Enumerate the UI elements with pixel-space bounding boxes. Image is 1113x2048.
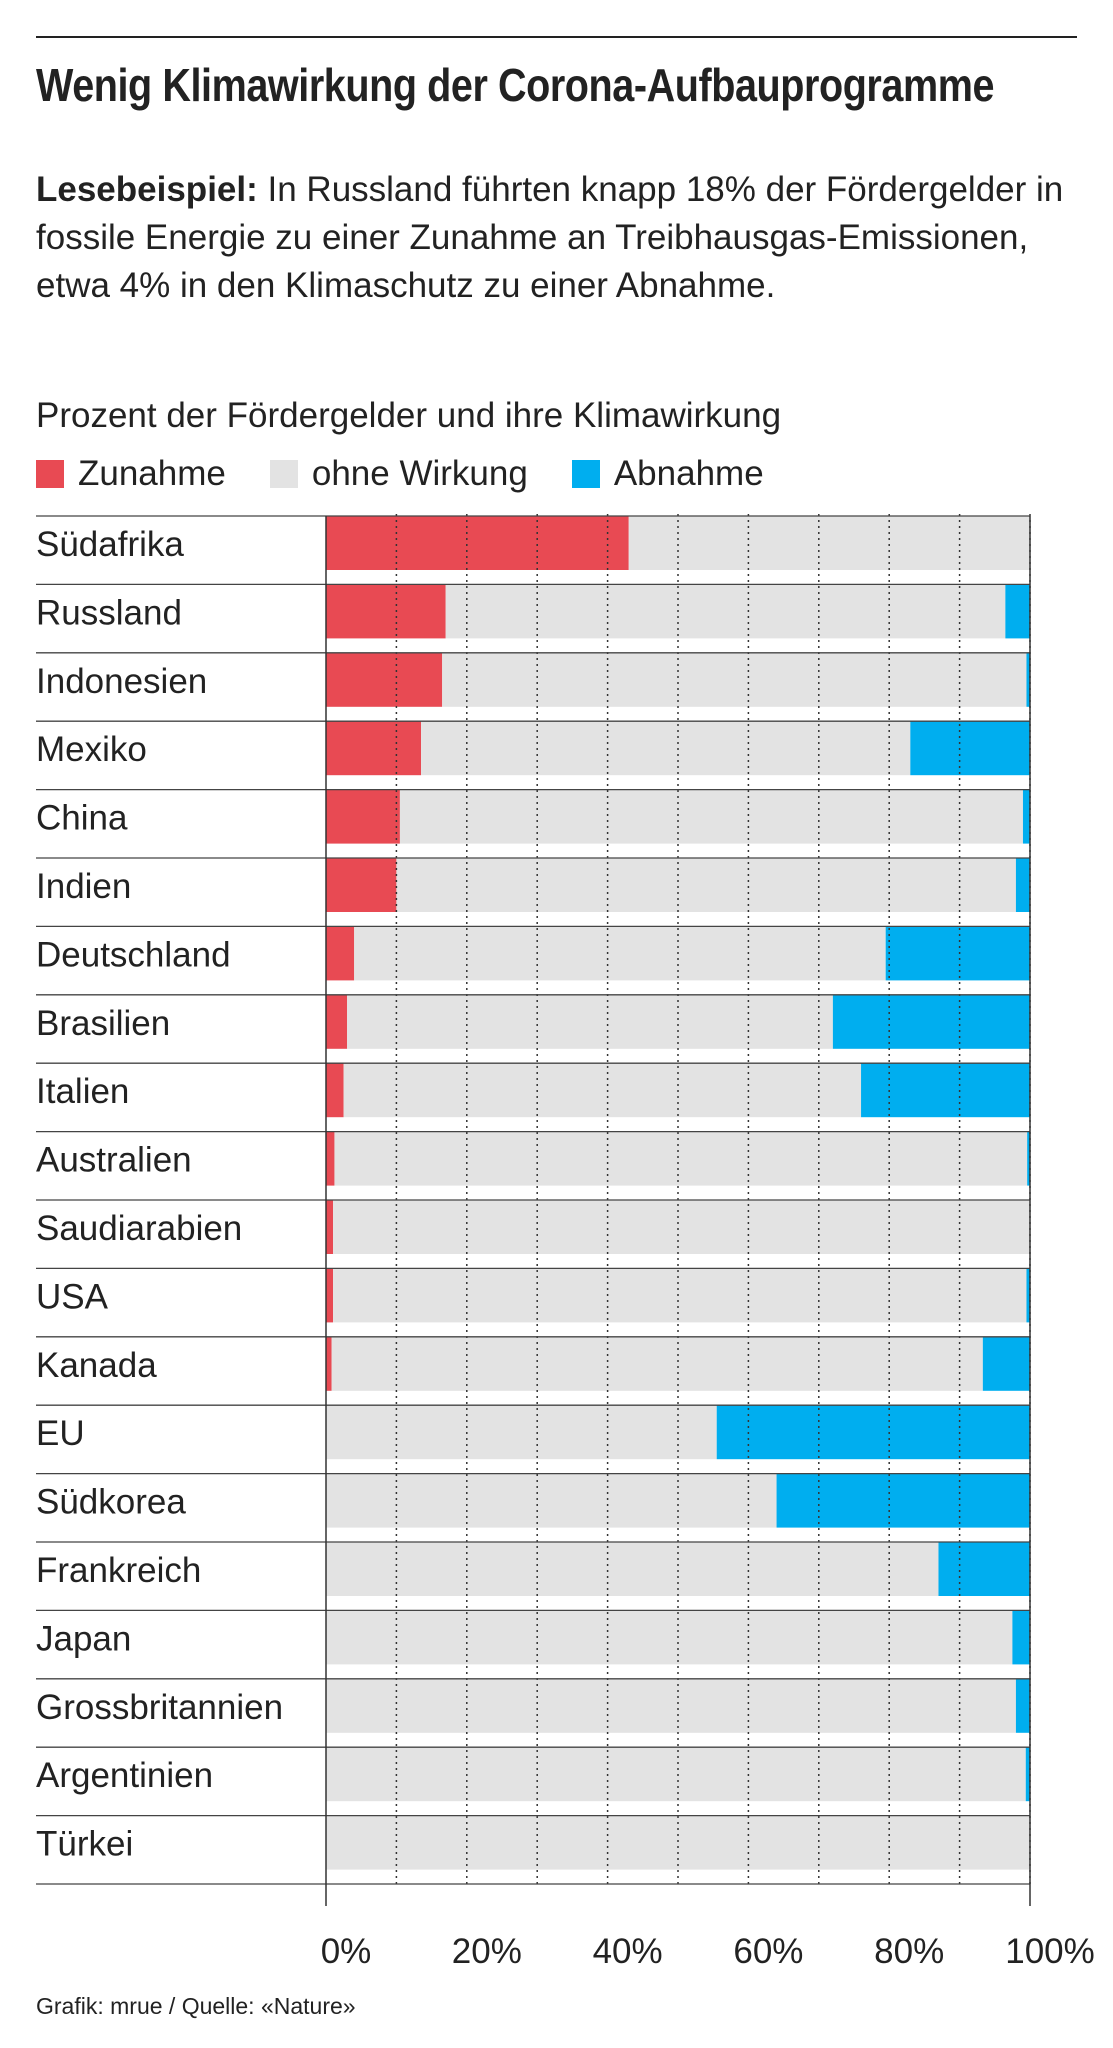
category-label-tuerkei: Türkei: [36, 1825, 133, 1864]
bar-australien-zunahme: [326, 1131, 335, 1186]
legend-label-ohne-wirkung: ohne Wirkung: [311, 454, 528, 493]
bar-deutschland-ohne-wirkung: [354, 926, 886, 981]
x-tick-label-0: 0%: [321, 1932, 372, 1971]
bar-mexiko-abnahme: [910, 721, 1030, 776]
bar-usa-abnahme: [1026, 1268, 1030, 1323]
category-label-grossbritannien: Grossbritannien: [36, 1688, 283, 1727]
bar-indonesien-zunahme: [326, 652, 443, 707]
bar-kanada-zunahme: [326, 1336, 332, 1391]
category-label-indonesien: Indonesien: [36, 662, 207, 701]
bar-japan-abnahme: [1012, 1610, 1030, 1665]
bar-suedkorea-ohne-wirkung: [326, 1473, 777, 1528]
bar-russland-abnahme: [1005, 584, 1030, 639]
reading-example: Lesebeispiel: In Russland führten knapp …: [36, 166, 1077, 310]
bar-indien-zunahme: [326, 858, 397, 912]
category-label-frankreich: Frankreich: [36, 1551, 201, 1590]
legend-swatch-zunahme: [36, 460, 64, 488]
x-tick-label-80: 80%: [874, 1932, 944, 1971]
category-label-japan: Japan: [36, 1619, 131, 1658]
bar-deutschland-zunahme: [326, 926, 355, 981]
category-label-brasilien: Brasilien: [36, 1004, 170, 1043]
bar-italien-abnahme: [861, 1063, 1030, 1118]
category-label-australien: Australien: [36, 1141, 192, 1180]
bar-russland-ohne-wirkung: [445, 584, 1006, 639]
source-credit: Grafik: mrue / Quelle: «Nature»: [36, 1993, 356, 2019]
category-label-argentinien: Argentinien: [36, 1756, 213, 1795]
bar-argentinien-abnahme: [1025, 1747, 1030, 1802]
bar-indonesien-ohne-wirkung: [442, 652, 1027, 707]
bar-tuerkei-ohne-wirkung: [326, 1815, 1030, 1870]
bar-indonesien-abnahme: [1026, 652, 1030, 707]
legend-swatch-ohne-wirkung: [269, 460, 298, 488]
bar-argentinien-ohne-wirkung: [326, 1747, 1026, 1802]
bar-brasilien-zunahme: [326, 994, 348, 1049]
bar-japan-ohne-wirkung: [326, 1610, 1013, 1665]
bar-mexiko-ohne-wirkung: [421, 721, 911, 776]
bar-deutschland-abnahme: [885, 926, 1030, 981]
category-label-mexiko: Mexiko: [36, 730, 147, 769]
category-label-kanada: Kanada: [36, 1346, 157, 1385]
bar-suedafrika-ohne-wirkung: [628, 516, 1030, 570]
reading-example-text: In Russland führten knapp 18% der Förder…: [36, 170, 1064, 305]
bar-indien-abnahme: [1015, 858, 1030, 912]
bar-mexiko-zunahme: [326, 721, 422, 776]
bar-eu-abnahme: [716, 1405, 1030, 1460]
bar-frankreich-ohne-wirkung: [326, 1542, 939, 1596]
bar-saudiarabien-ohne-wirkung: [333, 1200, 1030, 1254]
bar-indien-ohne-wirkung: [396, 858, 1016, 912]
x-tick-label-60: 60%: [733, 1932, 803, 1971]
bar-italien-zunahme: [326, 1063, 344, 1118]
category-label-eu: EU: [36, 1414, 85, 1453]
category-label-italien: Italien: [36, 1072, 129, 1111]
category-label-usa: USA: [36, 1277, 109, 1316]
chart-title: Wenig Klimawirkung der Corona-Aufbauprog…: [36, 59, 995, 111]
category-label-russland: Russland: [36, 593, 182, 632]
bar-eu-ohne-wirkung: [326, 1405, 717, 1460]
bar-china-abnahme: [1022, 789, 1030, 844]
bar-kanada-ohne-wirkung: [331, 1336, 983, 1391]
chart-subtitle: Prozent der Fördergelder und ihre Klimaw…: [36, 396, 782, 435]
bar-frankreich-abnahme: [938, 1542, 1030, 1596]
x-tick-label-20: 20%: [452, 1932, 522, 1971]
bar-usa-zunahme: [326, 1268, 334, 1323]
bar-italien-ohne-wirkung: [343, 1063, 862, 1118]
bar-grossbritannien-abnahme: [1015, 1678, 1030, 1733]
bar-suedkorea-abnahme: [776, 1473, 1030, 1528]
bar-australien-ohne-wirkung: [334, 1131, 1028, 1186]
bar-saudiarabien-zunahme: [326, 1200, 334, 1254]
bar-brasilien-ohne-wirkung: [347, 994, 833, 1049]
category-label-suedafrika: Südafrika: [36, 525, 184, 564]
legend: Zunahme ohne Wirkung Abnahme: [36, 452, 808, 496]
x-tick-label-100: 100%: [1005, 1932, 1095, 1971]
bar-russland-zunahme: [326, 584, 446, 639]
legend-label-zunahme: Zunahme: [78, 454, 226, 493]
category-label-indien: Indien: [36, 867, 131, 906]
bar-china-ohne-wirkung: [399, 789, 1023, 844]
bar-grossbritannien-ohne-wirkung: [326, 1678, 1016, 1733]
category-label-china: China: [36, 799, 128, 838]
legend-item-ohne-wirkung: ohne Wirkung: [269, 454, 528, 494]
bar-china-zunahme: [326, 789, 400, 844]
x-tick-label-40: 40%: [593, 1932, 663, 1971]
legend-label-abnahme: Abnahme: [613, 454, 764, 493]
bar-suedafrika-zunahme: [326, 516, 629, 570]
category-label-saudiarabien: Saudiarabien: [36, 1209, 242, 1248]
legend-swatch-abnahme: [571, 460, 600, 488]
top-rule: [36, 36, 1077, 38]
legend-item-abnahme: Abnahme: [571, 454, 764, 494]
category-label-deutschland: Deutschland: [36, 935, 231, 974]
bar-usa-ohne-wirkung: [333, 1268, 1027, 1323]
legend-item-zunahme: Zunahme: [36, 454, 226, 494]
bar-australien-abnahme: [1027, 1131, 1030, 1186]
bar-brasilien-abnahme: [832, 994, 1030, 1049]
reading-example-lead: Lesebeispiel:: [36, 170, 258, 209]
bar-kanada-abnahme: [982, 1336, 1030, 1391]
category-label-suedkorea: Südkorea: [36, 1483, 186, 1522]
